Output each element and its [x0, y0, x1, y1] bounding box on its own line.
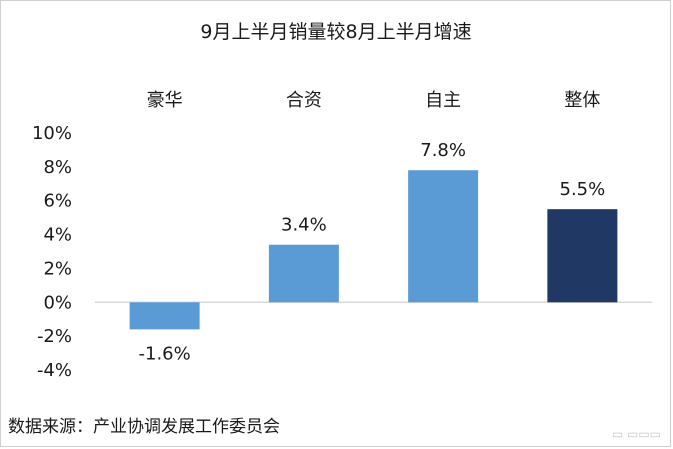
chart-title: 9月上半月销量较8月上半月增速	[200, 21, 471, 43]
source-note: 数据来源：产业协调发展工作委员会	[8, 417, 280, 437]
data-label: 5.5%	[560, 179, 606, 200]
data-label: 3.4%	[281, 215, 327, 236]
data-label: -1.6%	[139, 343, 191, 364]
y-tick-label: 0%	[43, 292, 72, 313]
y-tick-label: 8%	[43, 157, 72, 178]
category-label: 整体	[564, 90, 600, 111]
y-tick-label: -4%	[37, 360, 72, 381]
y-tick-label: 4%	[43, 225, 72, 246]
category-label: 豪华	[147, 90, 183, 111]
y-tick-label: 6%	[43, 191, 72, 212]
category-label: 自主	[425, 90, 461, 111]
bar	[547, 209, 618, 303]
watermark-logo: ▭ ▭▭▭	[611, 427, 661, 441]
y-tick-label: -2%	[37, 326, 72, 347]
bar	[129, 302, 200, 330]
y-tick-label: 10%	[32, 123, 72, 144]
bar	[268, 244, 339, 303]
category-label: 合资	[286, 90, 322, 111]
bar	[408, 170, 479, 303]
y-tick-label: 2%	[43, 258, 72, 279]
data-label: 7.8%	[420, 140, 466, 161]
